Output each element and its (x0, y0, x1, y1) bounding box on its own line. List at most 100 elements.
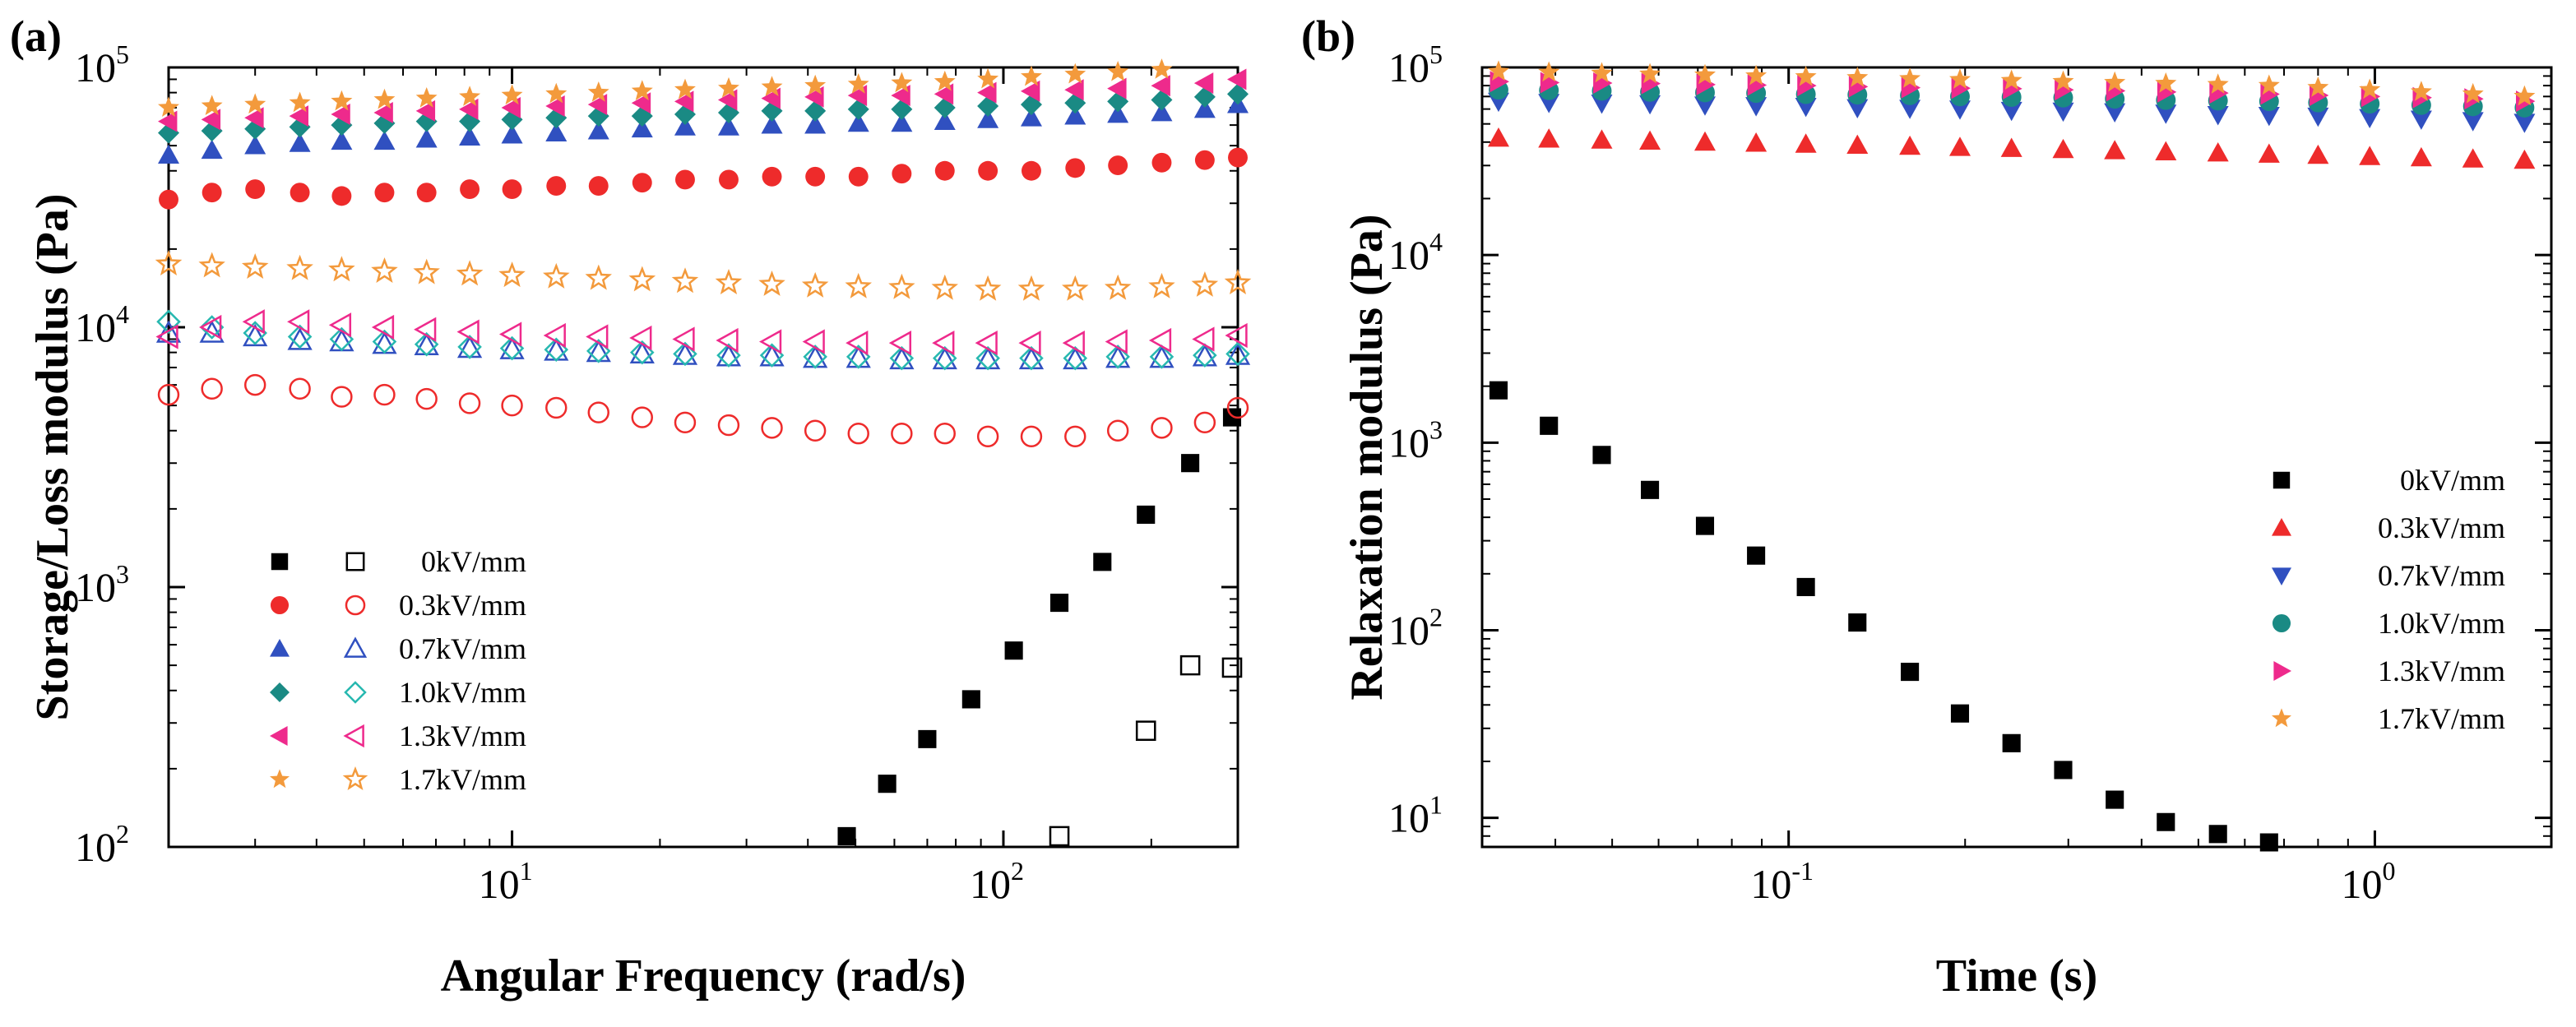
legend-marker (342, 766, 368, 791)
data-point (1796, 577, 1815, 596)
data-point (1107, 77, 1127, 99)
data-point (1641, 480, 1660, 499)
legend-marker (343, 636, 368, 658)
series-1.7kVmm-loss (155, 249, 1252, 301)
legend-label: 0.7kV/mm (2378, 559, 2505, 592)
data-point (1695, 516, 1715, 535)
data-point (1105, 345, 1130, 369)
data-point (847, 423, 869, 445)
data-point (1149, 345, 1174, 369)
data-point (1063, 345, 1088, 371)
data-point (1846, 99, 1869, 118)
data-point (501, 394, 523, 417)
data-point (976, 425, 999, 447)
data-point (961, 690, 980, 709)
data-point (331, 186, 352, 206)
series-1.0kVmm-loss (156, 309, 1250, 371)
legend-label: 0.3kV/mm (399, 589, 526, 622)
y-tick-label: 103 (75, 559, 129, 610)
y-tick-label: 102 (75, 819, 129, 870)
series-0.7kVmm-storage (158, 94, 1249, 164)
legend-marker (2272, 613, 2291, 633)
data-point (157, 383, 180, 406)
panel-b-axes: 10-1 100 101 102 103 104 105 (1388, 39, 2551, 907)
series-1.7kVmm-storage (158, 58, 1173, 117)
data-point (848, 166, 869, 187)
data-point (1538, 94, 1560, 113)
data-point (631, 80, 653, 100)
legend-label: 1.3kV/mm (399, 719, 526, 752)
data-point (373, 101, 393, 123)
data-point (1225, 322, 1248, 349)
data-point (1227, 83, 1249, 105)
series-0kVmm-loss (1049, 655, 1243, 847)
data-point (1064, 425, 1086, 447)
data-point (761, 114, 783, 134)
legend-marker (343, 724, 364, 748)
data-point (1848, 613, 1867, 632)
data-point (918, 729, 937, 748)
data-point (674, 116, 696, 136)
data-point (847, 73, 869, 94)
data-point (891, 112, 913, 132)
data-point (2155, 141, 2177, 161)
data-point (1020, 107, 1042, 127)
data-point (2258, 106, 2280, 127)
data-point (2155, 104, 2177, 124)
data-point (2002, 733, 2021, 752)
data-point (1151, 75, 1170, 97)
data-point (1020, 425, 1043, 447)
panel-a-legend: 0kV/mm 0.3kV/mm 0.7kV/mm 1.0kV/mm 1.3kV/mm 1.… (270, 545, 526, 796)
data-point (934, 70, 956, 91)
data-point (328, 312, 352, 338)
data-point (974, 275, 1002, 301)
data-point (1151, 417, 1173, 439)
data-point (1591, 129, 1613, 149)
data-point (502, 179, 522, 200)
data-point (416, 183, 437, 203)
data-point (587, 401, 609, 423)
data-point (287, 309, 310, 335)
series-0.3kVmm-loss (157, 373, 1249, 447)
data-point (977, 109, 999, 128)
data-point (1017, 275, 1045, 301)
data-point (545, 122, 568, 141)
data-point (201, 139, 223, 160)
data-point (587, 81, 609, 102)
data-point (290, 183, 310, 203)
data-point (1137, 505, 1156, 524)
panel-a-data-points (155, 58, 1252, 847)
data-point (459, 86, 481, 106)
data-point (1018, 330, 1041, 356)
panel-a-y-axis-title: Storage/Loss modulus (Pa) (27, 194, 78, 721)
data-point (718, 76, 739, 98)
data-point (544, 338, 569, 361)
panel-a-axes: 101 102 102 103 104 105 (75, 39, 1238, 907)
data-point (1795, 65, 1817, 86)
x-tick-label: 102 (970, 856, 1024, 907)
data-point (289, 132, 311, 152)
data-point (1135, 720, 1156, 741)
data-point (2155, 72, 2177, 93)
data-point (1950, 704, 1970, 723)
legend-marker (270, 682, 290, 702)
data-point (2106, 790, 2124, 809)
legend-marker (270, 769, 290, 789)
data-point (1227, 68, 1247, 90)
data-point (371, 257, 398, 284)
data-point (457, 335, 482, 359)
data-point (244, 135, 266, 155)
data-point (289, 105, 309, 127)
data-point (888, 273, 915, 299)
y-tick-label: 103 (1388, 414, 1443, 465)
data-point (415, 387, 438, 410)
data-point (331, 90, 353, 111)
series-0.3kVmm (1487, 127, 2536, 169)
series-1.0kVmm-storage (158, 83, 1249, 144)
data-point (543, 322, 566, 349)
data-point (459, 126, 481, 146)
legend-label: 1.7kV/mm (399, 763, 526, 796)
data-point (878, 775, 897, 793)
data-point (629, 340, 655, 363)
data-point (201, 109, 221, 131)
